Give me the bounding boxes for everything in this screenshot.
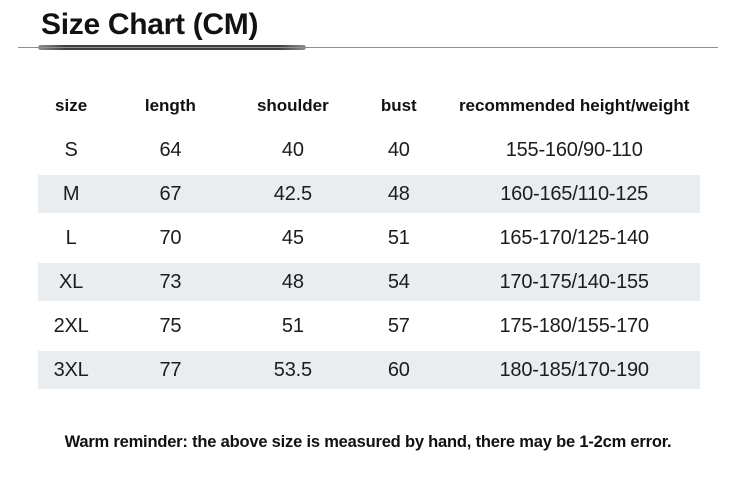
value-cell: 51	[387, 226, 410, 249]
size-cell: XL	[59, 270, 84, 293]
value-cell: 75	[159, 314, 182, 337]
column-header: length	[144, 96, 196, 115]
size-table: size length shoulder bust recommended height…	[38, 84, 700, 392]
column-header: recommended height/weight	[458, 96, 690, 115]
value-cell: 77	[159, 358, 182, 381]
value-cell: 57	[387, 314, 410, 337]
table-body: S 64 40 40 155-160/90-110 M 67 42.5 48 160-165/11…	[38, 128, 700, 392]
value-cell: 175-180/155-170	[499, 314, 650, 337]
table-row: L 70 45 51 165-170/125-140	[38, 216, 700, 260]
title-underline-rule	[18, 47, 718, 48]
table-row: 2XL 75 51 57 175-180/155-170	[38, 304, 700, 348]
size-cell: 3XL	[53, 358, 89, 381]
value-cell: 48	[281, 270, 304, 293]
value-cell: 40	[387, 138, 410, 161]
size-cell: S	[64, 138, 78, 161]
size-cell: L	[65, 226, 77, 249]
value-cell: 53.5	[273, 358, 312, 381]
table-row: XL 73 48 54 170-175/140-155	[38, 260, 700, 304]
size-cell: M	[62, 182, 80, 205]
footer-reminder: Warm reminder: the above size is measure…	[64, 433, 672, 451]
size-cell: 2XL	[53, 314, 89, 337]
value-cell: 60	[387, 358, 410, 381]
value-cell: 170-175/140-155	[499, 270, 650, 293]
value-cell: 67	[159, 182, 182, 205]
column-header: bust	[380, 96, 417, 115]
value-cell: 51	[281, 314, 304, 337]
value-cell: 45	[281, 226, 304, 249]
table-row: M 67 42.5 48 160-165/110-125	[38, 172, 700, 216]
value-cell: 155-160/90-110	[505, 138, 643, 161]
value-cell: 54	[387, 270, 410, 293]
value-cell: 64	[159, 138, 182, 161]
value-cell: 48	[387, 182, 410, 205]
page-title: Size Chart (CM)	[41, 8, 259, 41]
table-header-row: size length shoulder bust recommended height…	[38, 84, 700, 128]
table-row: S 64 40 40 155-160/90-110	[38, 128, 700, 172]
value-cell: 165-170/125-140	[499, 226, 650, 249]
value-cell: 70	[159, 226, 182, 249]
value-cell: 73	[159, 270, 182, 293]
column-header: size	[55, 96, 88, 115]
value-cell: 180-185/170-190	[499, 358, 650, 381]
value-cell: 40	[281, 138, 304, 161]
column-header: shoulder	[256, 96, 329, 115]
value-cell: 160-165/110-125	[500, 182, 649, 205]
value-cell: 42.5	[273, 182, 312, 205]
table-row: 3XL 77 53.5 60 180-185/170-190	[38, 348, 700, 392]
